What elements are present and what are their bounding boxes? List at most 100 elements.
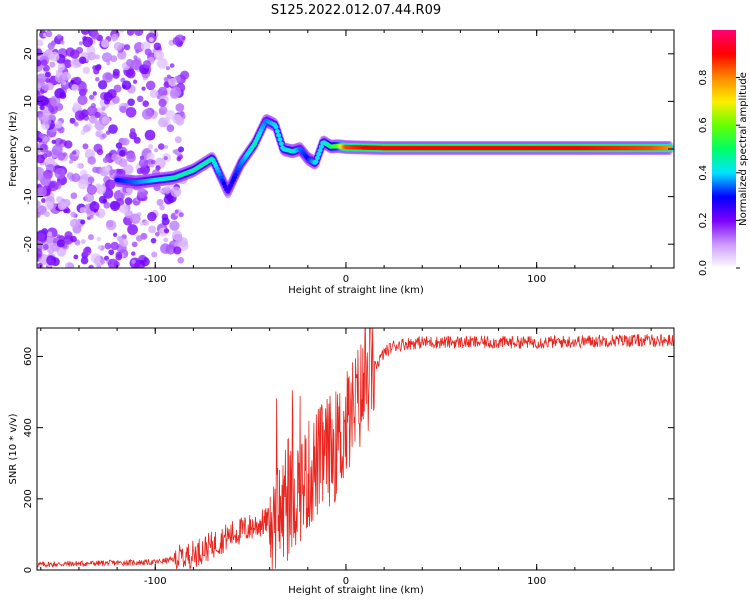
snr-y-tick-label: 200 [23,489,34,508]
spectrogram-y-tick-label: 20 [23,47,34,60]
noise-speckle [95,76,100,82]
ridge-core [667,145,673,151]
noise-speckle [45,201,54,211]
noise-speckle [55,182,61,187]
noise-speckle [63,59,73,69]
noise-speckle [37,262,43,268]
noise-speckle [124,197,133,206]
noise-speckle [113,42,123,51]
noise-speckle [135,235,143,242]
noise-speckle [153,50,164,61]
noise-speckle [164,145,169,150]
noise-speckle [107,88,117,99]
noise-speckle [175,116,185,126]
noise-speckle [130,213,141,225]
noise-speckle [73,102,81,110]
ridge-core [278,141,284,146]
noise-speckle [119,30,125,33]
snr-frame [36,327,675,571]
noise-speckle [125,187,131,193]
noise-speckle [112,232,118,237]
noise-speckle [110,55,118,63]
noise-speckle [69,218,80,229]
noise-speckle [173,246,182,255]
noise-speckle [104,242,112,250]
noise-speckle [108,124,118,134]
noise-speckle [38,133,45,139]
noise-speckle [121,80,132,90]
noise-speckle [77,94,88,106]
noise-speckle [178,146,185,153]
noise-speckle [153,42,162,51]
noise-speckle [147,211,157,222]
noise-speckle [56,34,62,39]
snr-axes: -100 0 100 0 200 400 600 [23,328,674,587]
noise-speckle [82,66,91,75]
noise-speckle [110,241,119,251]
noise-speckle [178,212,184,218]
spectrogram-y-tick-label: -20 [23,236,34,252]
noise-speckle [117,235,124,242]
noise-speckle [95,64,102,71]
noise-speckle [39,89,45,95]
noise-speckle [87,234,94,241]
colorbar-tick-label: 0.6 [698,117,709,133]
snr-x-tick-label: -100 [144,576,167,587]
noise-speckle [149,89,159,98]
noise-speckle [161,217,170,226]
noise-speckle [40,59,48,66]
noise-speckle [115,251,123,258]
noise-speckle [45,30,53,38]
noise-speckle [69,117,76,124]
noise-speckle [140,41,151,51]
noise-speckle [37,59,42,67]
noise-speckle [98,195,107,204]
noise-speckle [103,201,111,209]
noise-speckle [101,52,113,63]
noise-speckle [145,80,156,91]
noise-speckle [100,39,110,48]
noise-speckle [80,30,90,35]
noise-speckle [74,110,86,121]
noise-speckle [151,251,158,258]
noise-speckle [41,83,50,92]
figure-title: S125.2022.012.07.44.R09 [271,3,441,18]
noise-speckle [163,156,168,161]
snr-y-axis-label: SNR (10 * v/v) [8,413,19,484]
noise-speckle [165,66,170,71]
noise-speckle [78,41,83,46]
noise-speckle [107,258,119,268]
noise-speckle [138,158,149,168]
noise-speckle [41,198,46,203]
noise-speckle [126,69,136,79]
noise-speckle [79,206,87,214]
noise-speckle [112,71,120,79]
noise-speckle [148,225,157,234]
noise-speckle [81,173,89,181]
noise-speckle [159,189,164,194]
noise-speckle [37,73,46,83]
noise-speckle [135,49,140,54]
noise-speckle [154,231,160,237]
noise-speckle [170,186,182,198]
spectrogram-y-tick-label: 0 [23,146,34,152]
noise-speckle [88,264,94,268]
noise-speckle [54,167,66,179]
noise-speckle [121,137,130,146]
noise-speckle [163,76,169,82]
noise-speckle [136,95,144,103]
noise-speckle [68,159,74,164]
noise-speckle [168,77,178,87]
snr-y-tick-label: 0 [23,567,34,573]
noise-speckle [86,184,97,195]
noise-speckle [37,211,41,218]
noise-speckle [57,201,67,211]
noise-speckle [143,220,150,226]
noise-speckle [45,78,50,83]
colorbar-tick-label: 0.2 [698,212,709,228]
noise-speckle [101,116,111,125]
noise-speckle [141,86,146,91]
noise-speckle [94,111,101,118]
